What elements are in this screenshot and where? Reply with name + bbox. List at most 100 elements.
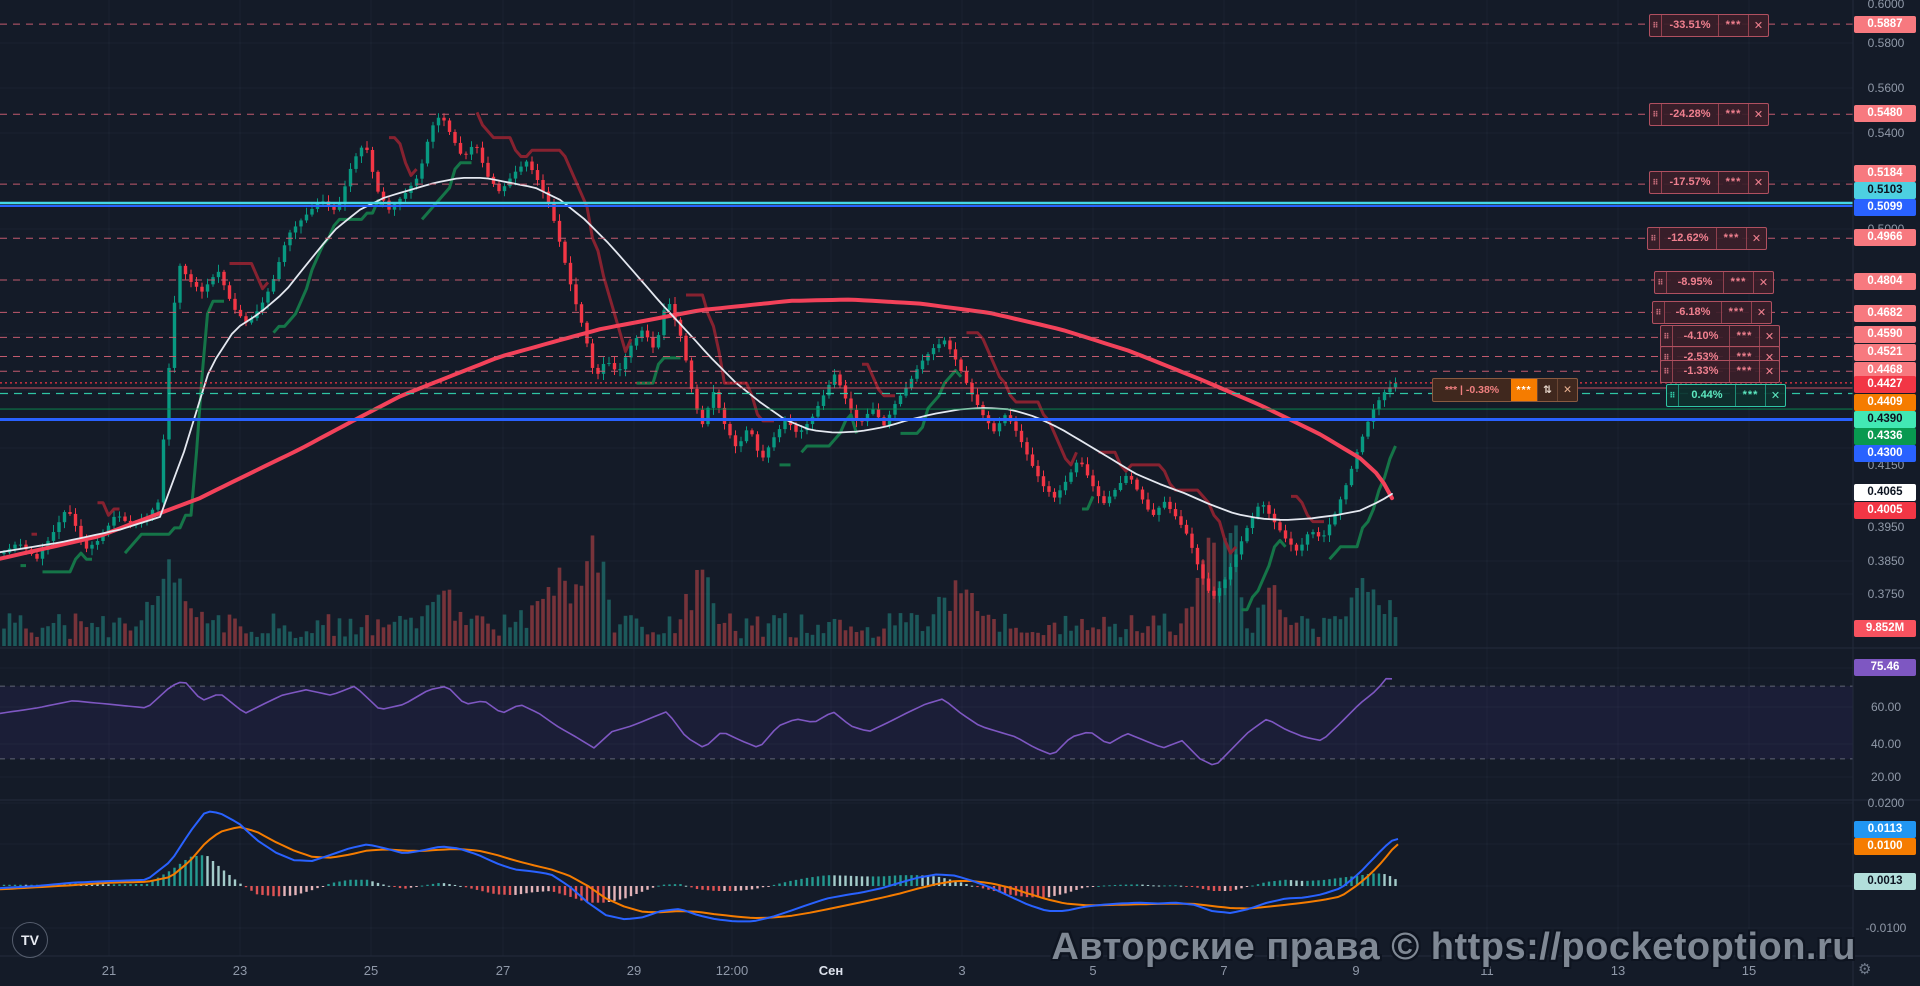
price-scale-chip: 0.4409 (1854, 393, 1916, 411)
position-masked-button[interactable]: *** (1511, 379, 1537, 401)
price-scale-chip: 0.4390 (1854, 410, 1916, 428)
alert-pct-label: 0.44% (1691, 389, 1723, 401)
time-axis-label: 27 (495, 963, 511, 978)
price-scale-chip: 0.4966 (1854, 228, 1916, 246)
alert-pct-label: -1.33% (1683, 365, 1719, 377)
price-scale-chip: 0.5184 (1854, 164, 1916, 182)
alert-masked-value: *** (1718, 103, 1748, 125)
alert-close-icon[interactable]: ✕ (1759, 360, 1779, 382)
alert-close-icon[interactable]: ✕ (1759, 346, 1779, 368)
drag-handle-icon[interactable]: ⠿ (1650, 171, 1662, 193)
alert-pct-label: -4.10% (1683, 330, 1719, 342)
price-axis-label: -0.0100 (1865, 921, 1907, 935)
time-axis-label: 21 (101, 963, 117, 978)
time-axis-label: 29 (626, 963, 642, 978)
price-scale-chip: 0.4521 (1854, 343, 1916, 361)
alert-close-icon[interactable]: ✕ (1753, 271, 1773, 293)
price-scale-chip: 0.4682 (1854, 304, 1916, 322)
price-axis-label: 0.0200 (1867, 796, 1905, 810)
price-scale-chip: 0.4590 (1854, 325, 1916, 343)
alert-widget[interactable]: ⠿ -6.18% *** ✕ (1652, 300, 1772, 324)
drag-handle-icon[interactable]: ⠿ (1667, 384, 1679, 406)
price-scale-chip: 0.4468 (1854, 361, 1916, 379)
price-scale-chip: 0.5887 (1854, 15, 1916, 33)
alert-close-icon[interactable]: ✕ (1748, 103, 1768, 125)
price-axis-label: 0.6000 (1867, 0, 1905, 11)
alert-close-icon[interactable]: ✕ (1759, 325, 1779, 347)
price-scale-chip: 0.5099 (1854, 198, 1916, 216)
time-axis-label: 11 (1480, 963, 1494, 978)
time-axis-label: 25 (363, 963, 379, 978)
price-scale-chip: 75.46 (1854, 658, 1916, 676)
price-axis-label: 0.5400 (1867, 126, 1905, 140)
alert-close-icon[interactable]: ✕ (1751, 301, 1771, 323)
price-scale-chip: 0.0100 (1854, 837, 1916, 855)
price-axis-label: 0.3750 (1867, 587, 1905, 601)
drag-handle-icon[interactable]: ⠿ (1661, 325, 1673, 347)
alert-widget[interactable]: ⠿ -4.10% *** ✕ (1660, 324, 1780, 348)
alert-close-icon[interactable]: ✕ (1765, 384, 1785, 406)
alert-masked-value: *** (1729, 325, 1759, 347)
price-scale-chip: 0.5103 (1854, 181, 1916, 199)
alert-masked-value: *** (1718, 171, 1748, 193)
time-axis-label: 12:00 (715, 963, 749, 978)
price-scale-chip: 0.4065 (1854, 483, 1916, 501)
alert-masked-value: *** (1729, 360, 1759, 382)
alert-masked-value: *** (1723, 271, 1753, 293)
alert-widget[interactable]: ⠿ -12.62% *** ✕ (1647, 226, 1767, 250)
axis-settings-gear-icon[interactable]: ⚙ (1858, 961, 1872, 978)
position-tooltip-label: *** | -0.38% (1444, 384, 1500, 396)
alert-widget[interactable]: ⠿ -8.95% *** ✕ (1654, 270, 1774, 294)
alert-widget[interactable]: ⠿ -1.33% *** ✕ (1660, 359, 1780, 383)
price-scale-chip: 0.0113 (1854, 820, 1916, 838)
alert-pct-label: -33.51% (1669, 19, 1711, 31)
alert-masked-value: *** (1735, 384, 1765, 406)
drag-handle-icon[interactable]: ⠿ (1655, 271, 1667, 293)
price-scale-chip: 0.5480 (1854, 104, 1916, 122)
price-scale-chip: 0.0013 (1854, 872, 1916, 890)
price-axis-label: 20.00 (1870, 770, 1902, 784)
alert-close-icon[interactable]: ✕ (1748, 14, 1768, 36)
close-position-icon[interactable]: ✕ (1557, 379, 1577, 401)
time-axis-label: Сен (818, 963, 844, 978)
alert-close-icon[interactable]: ✕ (1748, 171, 1768, 193)
position-tooltip[interactable]: *** | -0.38% *** ⇅ ✕ (1432, 378, 1578, 402)
drag-handle-icon[interactable]: ⠿ (1650, 103, 1662, 125)
alert-widget[interactable]: ⠿ -24.28% *** ✕ (1649, 102, 1769, 126)
copyright-watermark: Авторские права © https://pocketoption.r… (1051, 926, 1856, 968)
time-axis-label: 3 (958, 963, 966, 978)
alert-pct-label: -24.28% (1669, 108, 1711, 120)
price-axis-label: 40.00 (1870, 737, 1902, 751)
time-axis-label: 9 (1352, 963, 1360, 978)
time-axis-label: 7 (1220, 963, 1228, 978)
tradingview-logo[interactable]: TV (12, 922, 48, 958)
alert-masked-value: *** (1721, 301, 1751, 323)
price-axis-label: 0.3850 (1867, 554, 1905, 568)
price-axis-label: 0.5800 (1867, 36, 1905, 50)
drag-handle-icon[interactable]: ⠿ (1661, 346, 1673, 368)
alert-pct-label: -12.62% (1667, 232, 1709, 244)
drag-handle-icon[interactable]: ⠿ (1648, 227, 1660, 249)
price-scale-chip: 0.4427 (1854, 375, 1916, 393)
price-axis-label: 0.4150 (1867, 458, 1905, 472)
alert-widget[interactable]: ⠿ -33.51% *** ✕ (1649, 13, 1769, 37)
alert-widget[interactable]: ⠿ -17.57% *** ✕ (1649, 170, 1769, 194)
drag-handle-icon[interactable]: ⠿ (1661, 360, 1673, 382)
alert-pct-label: -6.18% (1675, 306, 1711, 318)
alert-pct-label: -8.95% (1677, 276, 1713, 288)
price-scale-chip: 9.852M (1854, 619, 1916, 637)
price-axis-label: 60.00 (1870, 700, 1902, 714)
alert-close-icon[interactable]: ✕ (1746, 227, 1766, 249)
drag-handle-icon[interactable]: ⠿ (1650, 14, 1662, 36)
alert-widget-green[interactable]: ⠿ 0.44% *** ✕ (1666, 383, 1786, 407)
reverse-position-icon[interactable]: ⇅ (1537, 379, 1557, 401)
price-axis-label: 0.3950 (1867, 520, 1905, 534)
drag-handle-icon[interactable]: ⠿ (1653, 301, 1665, 323)
time-axis-label: 15 (1741, 963, 1757, 978)
price-scale-chip: 0.4005 (1854, 501, 1916, 519)
price-scale-chip: 0.4804 (1854, 272, 1916, 290)
price-axis-label: 0.5600 (1867, 81, 1905, 95)
time-axis-label: 13 (1610, 963, 1626, 978)
